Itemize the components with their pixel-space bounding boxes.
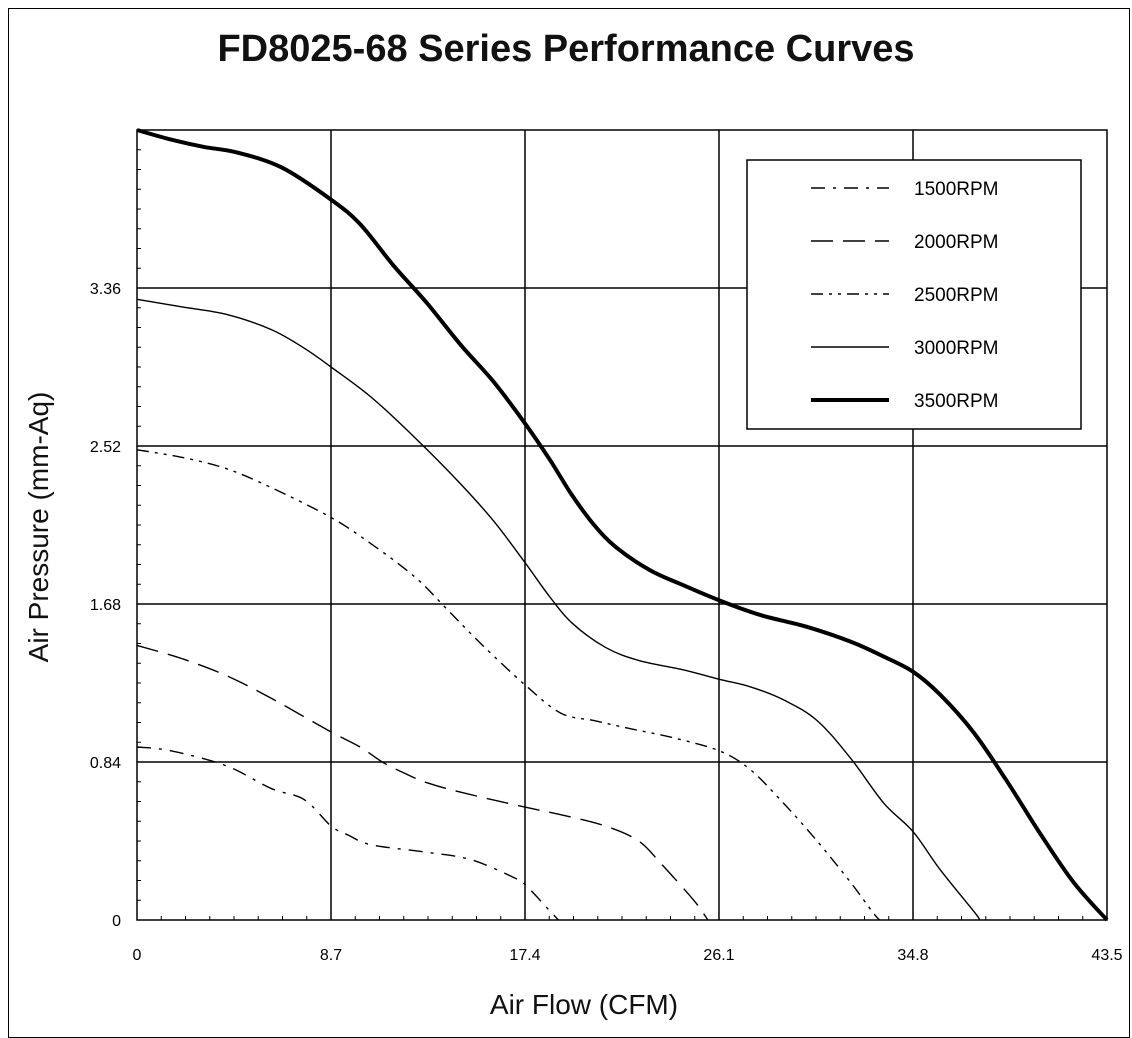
- y-tick-label: 0: [112, 913, 121, 930]
- y-tick-label: 0.84: [90, 755, 121, 772]
- tick-layer: 0 8.7 17.4 26.1 34.8 43.5 0 0.84 1.68 2.52 3.36: [90, 149, 1123, 964]
- legend-label-1500rpm: 1500RPM: [914, 179, 999, 200]
- x-tick-label: 8.7: [320, 947, 342, 964]
- x-axis-label: Air Flow (CFM): [490, 989, 678, 1020]
- series-line-2500rpm: [136, 449, 881, 921]
- chart-title: FD8025-68 Series Performance Curves: [217, 28, 915, 70]
- series-line-2000rpm: [136, 644, 709, 921]
- series-line-1500rpm: [136, 746, 559, 921]
- series-line-3000rpm: [136, 298, 981, 921]
- y-tick-label: 3.36: [90, 281, 121, 298]
- legend-label-2000rpm: 2000RPM: [914, 232, 999, 253]
- x-tick-label: 43.5: [1091, 947, 1122, 964]
- legend-label-3000rpm: 3000RPM: [914, 338, 999, 359]
- x-tick-label: 26.1: [703, 947, 734, 964]
- series-line-3500rpm: [136, 128, 1109, 922]
- legend-label-2500rpm: 2500RPM: [914, 285, 999, 306]
- y-axis-label: Air Pressure (mm-Aq): [23, 392, 54, 663]
- legend-box: [746, 159, 1082, 430]
- legend: 1500RPM 2000RPM 2500RPM 3000RPM 3500RPM: [746, 159, 1082, 430]
- x-tick-label: 0: [133, 947, 142, 964]
- x-tick-label: 34.8: [897, 947, 928, 964]
- series-layer: [136, 128, 1109, 922]
- x-tick-label: 17.4: [509, 947, 540, 964]
- legend-label-3500rpm: 3500RPM: [914, 391, 999, 412]
- y-tick-label: 2.52: [90, 439, 121, 456]
- y-tick-label: 1.68: [90, 597, 121, 614]
